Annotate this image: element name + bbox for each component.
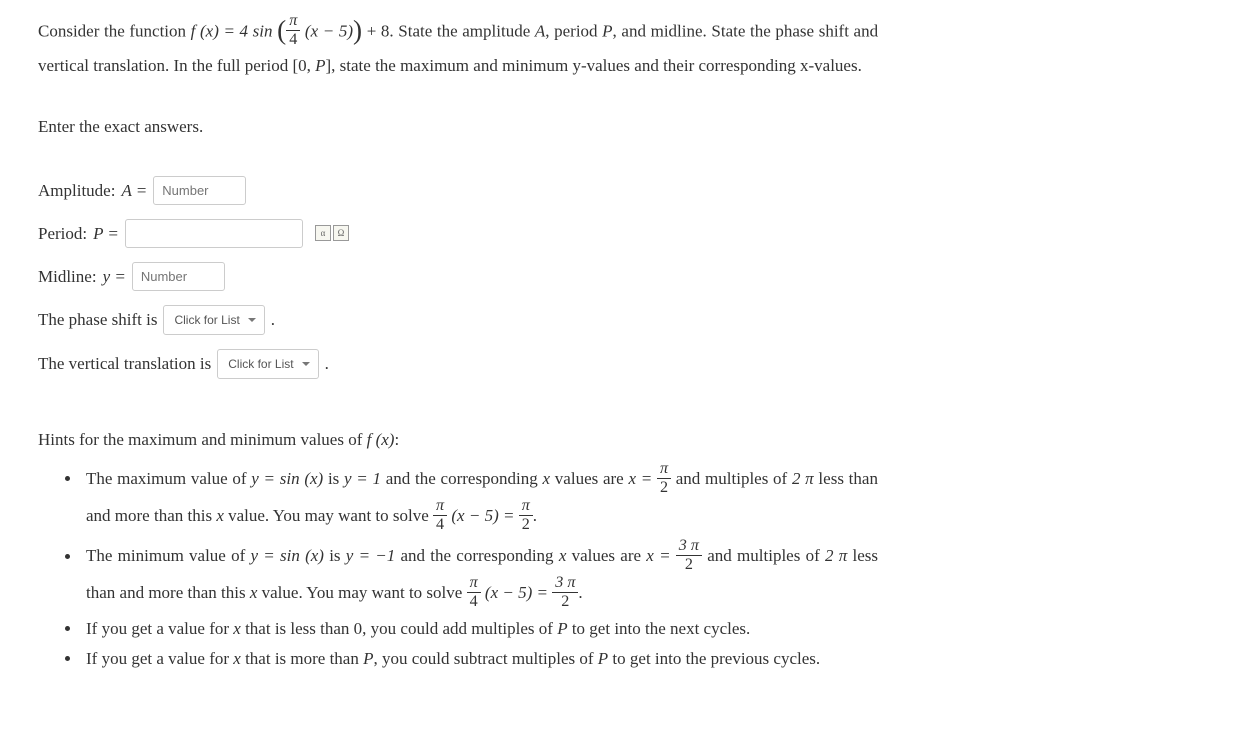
fraction: π2 [519,497,533,534]
hint-item: The minimum value of y = sin (x) is y = … [82,539,878,612]
math: A [535,21,545,40]
vertical-translation-dropdown[interactable]: Click for List [217,349,318,379]
fraction: 3 π2 [552,574,578,611]
paren-close: ) [353,15,362,45]
phase-shift-dropdown[interactable]: Click for List [163,305,264,335]
math: P [602,21,612,40]
hint-item: If you get a value for x that is more th… [82,646,878,672]
equation-editor-icons: α Ω [315,225,349,241]
fraction: 3 π2 [676,537,702,574]
text: Consider the function [38,21,191,40]
amplitude-var: A = [121,178,147,204]
period-dot: . [271,307,275,333]
text: ], state the maximum and [326,56,498,75]
dropdown-text: Click for List [228,355,293,373]
midline-label: Midline: [38,264,97,290]
text: : [394,430,399,449]
fraction: π4 [433,497,447,534]
fraction: π2 [657,460,671,497]
phase-shift-row: The phase shift is Click for List . [38,305,878,335]
vertical-translation-row: The vertical translation is Click for Li… [38,349,878,379]
text: minimum y-values and their corresponding… [502,56,862,75]
text: State the amplitude [398,21,535,40]
text: , period [545,21,602,40]
instruction-text: Enter the exact answers. [38,114,878,140]
math: (x − 5) [305,21,353,40]
midline-input[interactable] [132,262,225,291]
midline-row: Midline: y = [38,262,878,291]
hint-item: The maximum value of y = sin (x) is y = … [82,462,878,535]
phase-label: The phase shift is [38,307,157,333]
amplitude-row: Amplitude: A = [38,176,878,205]
text: Hints for the maximum and minimum values… [38,430,367,449]
math: P [315,56,325,75]
question-prompt: Consider the function f (x) = 4 sin (π4 … [38,12,878,78]
vertical-label: The vertical translation is [38,351,211,377]
period-dot: . [325,351,329,377]
hints-list: The maximum value of y = sin (x) is y = … [38,462,878,671]
fraction: π4 [286,12,300,49]
dropdown-text: Click for List [174,311,239,329]
question-content: Consider the function f (x) = 4 sin (π4 … [38,12,878,671]
period-label: Period: [38,221,87,247]
period-input[interactable] [125,219,303,248]
fraction: π4 [467,574,481,611]
text: , and [613,21,646,40]
amplitude-label: Amplitude: [38,178,115,204]
hint-item: If you get a value for x that is less th… [82,616,878,642]
math: f (x) [367,430,395,449]
midline-var: y = [103,264,126,290]
equation-icon[interactable]: Ω [333,225,349,241]
amplitude-input[interactable] [153,176,246,205]
paren-open: ( [277,15,286,45]
math: f (x) = 4 sin [191,21,273,40]
equation-icon[interactable]: α [315,225,331,241]
hints-header: Hints for the maximum and minimum values… [38,427,878,453]
period-var: P = [93,221,119,247]
period-row: Period: P = α Ω [38,219,878,248]
text: + 8. [367,21,394,40]
